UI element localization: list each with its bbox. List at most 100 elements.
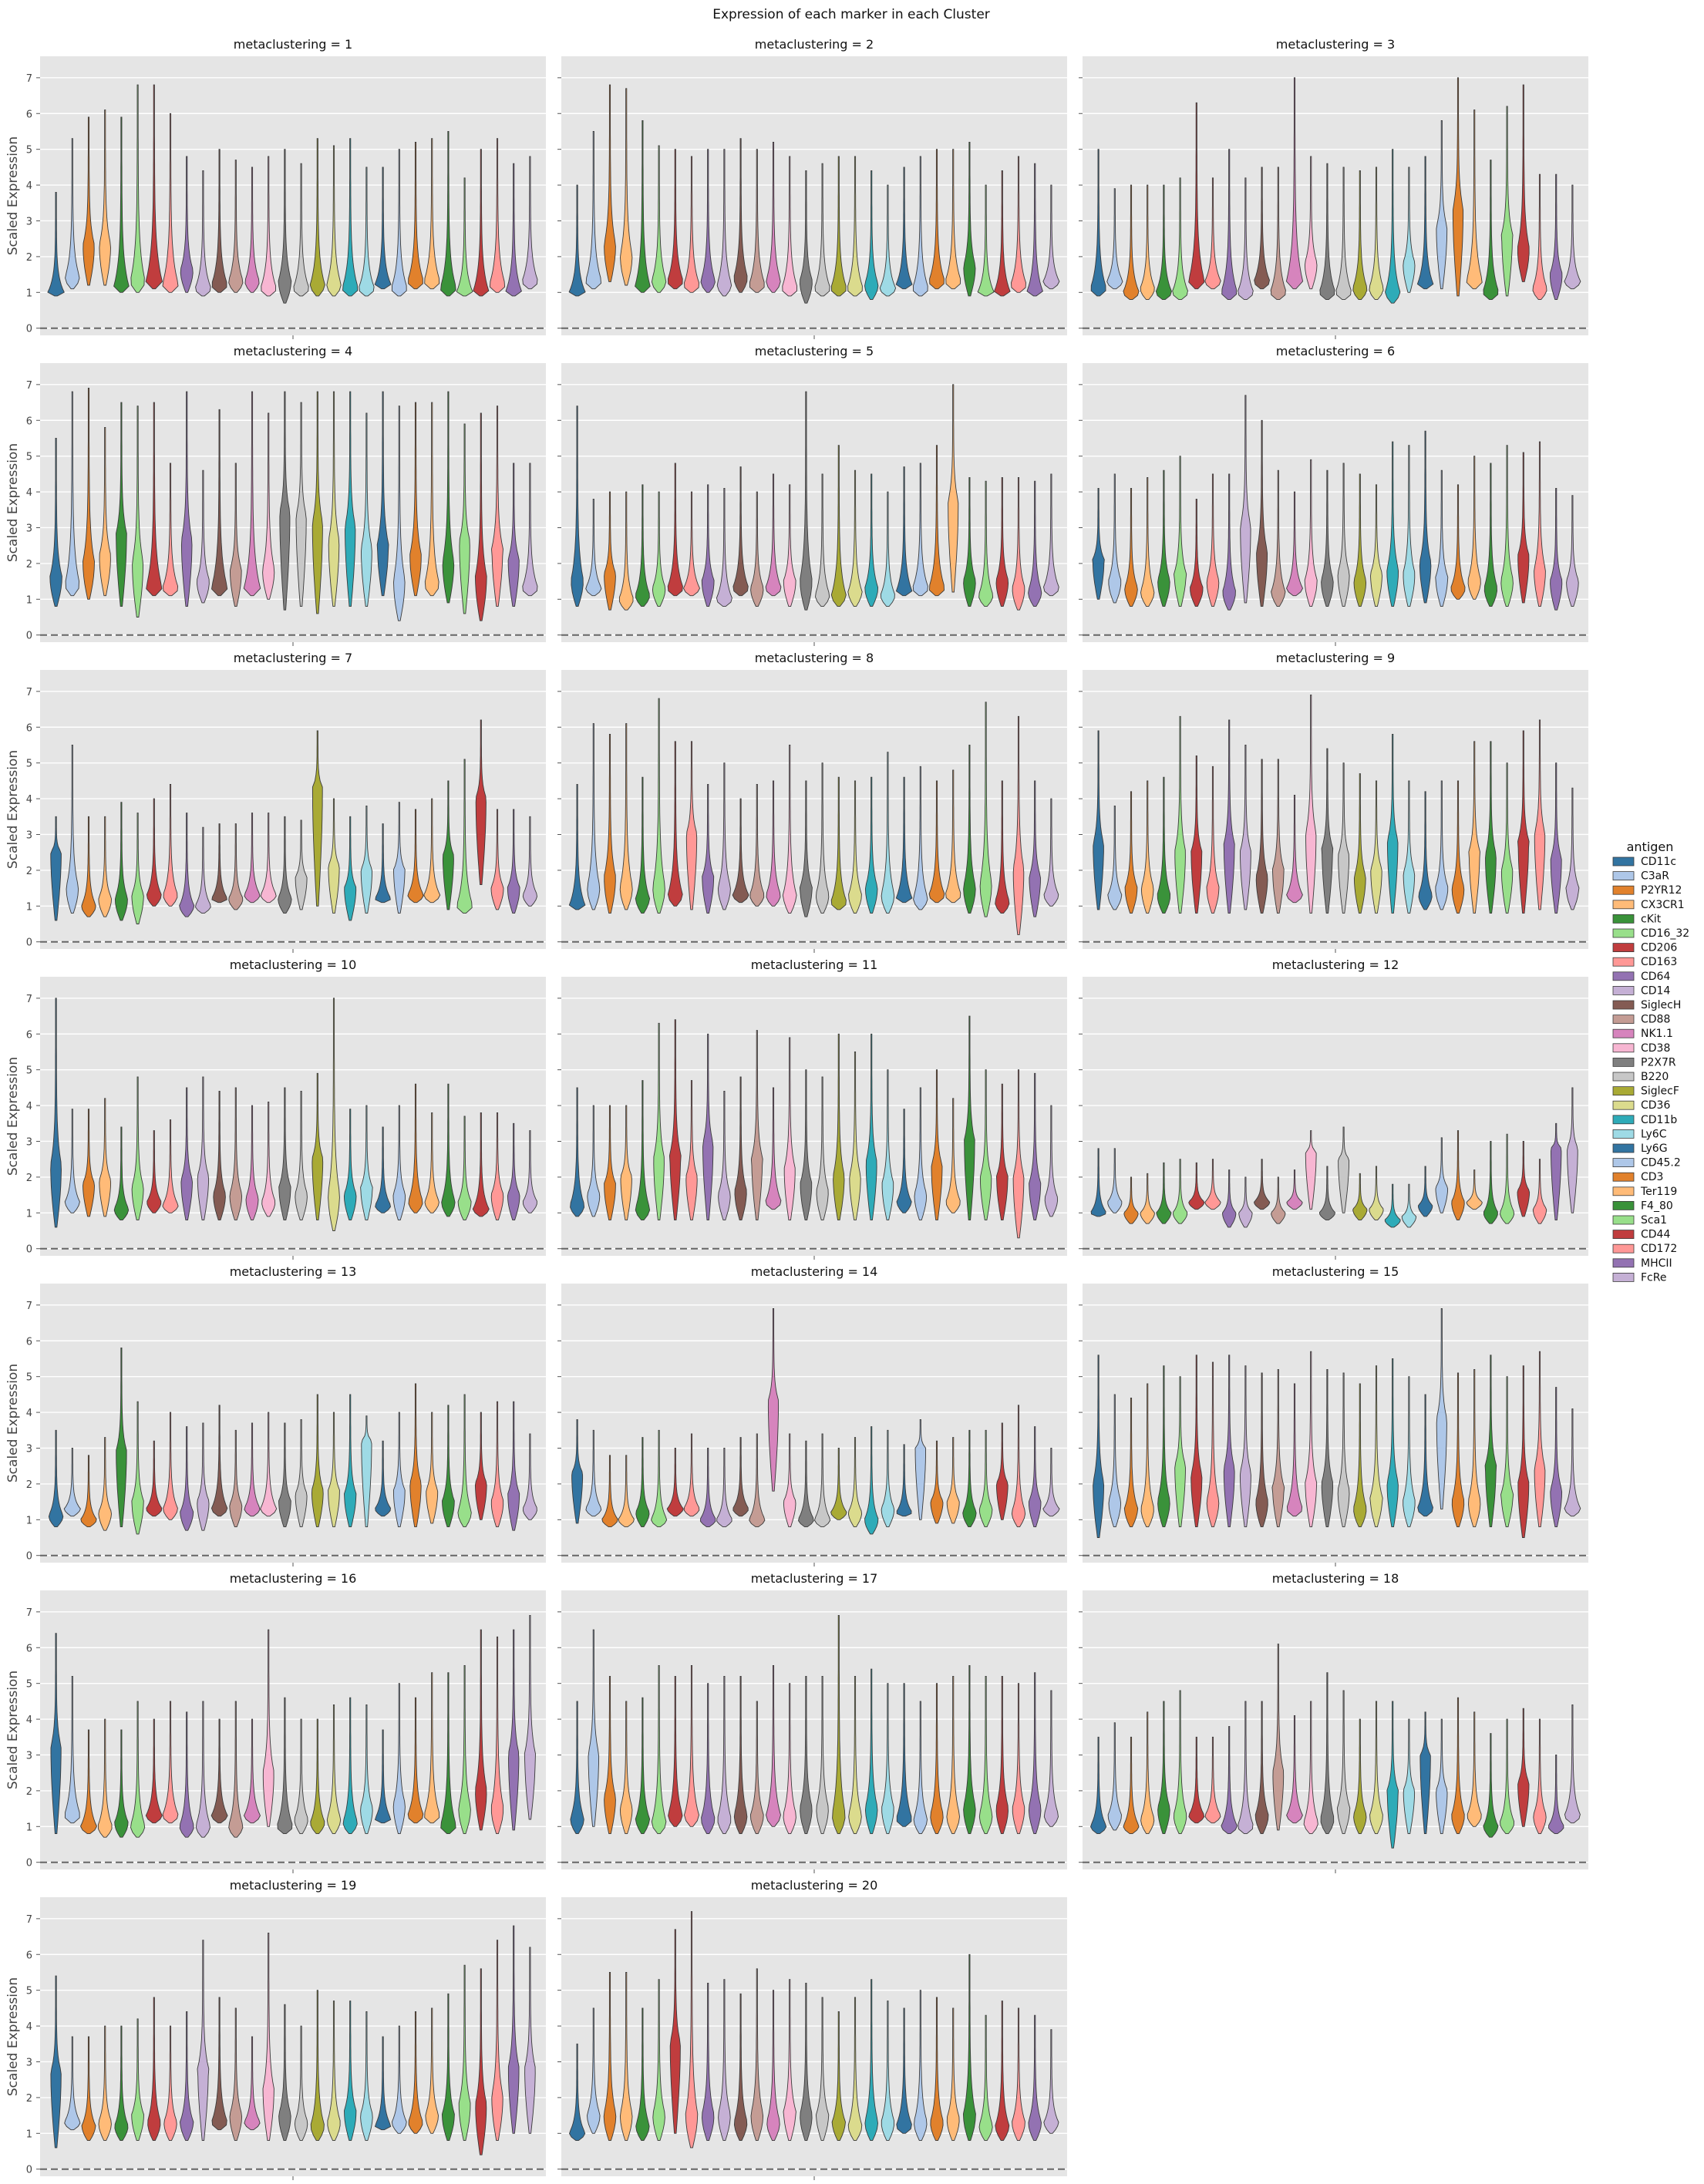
violin-cKit — [1156, 1162, 1172, 1224]
legend-label: CD11c — [1641, 856, 1676, 868]
legend-label: P2YR12 — [1641, 884, 1682, 897]
violin-CX3CR1 — [98, 1437, 112, 1531]
violin-SiglecF — [1353, 473, 1367, 607]
figure-suptitle: Expression of each marker in each Cluste… — [712, 7, 990, 22]
panel-20: metaclustering = 20 — [557, 1878, 1067, 2180]
violin-CD172 — [1012, 715, 1025, 935]
violin-Sca1 — [456, 177, 473, 297]
violin-Ly6C — [360, 805, 373, 914]
violin-Sca1 — [978, 1429, 993, 1528]
violin-CD3 — [1451, 1372, 1465, 1528]
legend-label: CD36 — [1641, 1099, 1670, 1112]
y-tick-label: 3 — [26, 2057, 32, 2068]
violin-CD3 — [408, 2011, 423, 2134]
y-tick-label: 5 — [26, 1986, 32, 1997]
violin-Ter119 — [1468, 1368, 1481, 1528]
y-tick-label: 7 — [26, 73, 32, 85]
violin-CD3 — [931, 1069, 943, 1221]
violin-CD11c — [50, 998, 62, 1228]
violin-CD45.2 — [1436, 1308, 1447, 1509]
violin-MHCII — [1028, 2014, 1042, 2142]
violin-Ly6C — [360, 1105, 373, 1221]
legend-entry-P2X7R: P2X7R — [1612, 1056, 1676, 1068]
legend-swatch — [1612, 986, 1635, 995]
legend-entry-B220: B220 — [1612, 1071, 1669, 1083]
y-tick-label: 1 — [26, 1515, 32, 1526]
violin-cKit — [635, 1697, 651, 1835]
violin-Sca1 — [1500, 106, 1514, 297]
legend-label: C3aR — [1641, 870, 1669, 883]
violin-CD11c — [50, 816, 62, 921]
legend-label: NK1.1 — [1641, 1028, 1673, 1040]
violin-CD64 — [180, 1426, 194, 1531]
violin-Ly6C — [361, 412, 372, 607]
violin-CX3CR1 — [99, 427, 111, 597]
violin-FcRe — [1565, 787, 1580, 910]
violin-B220 — [816, 1675, 829, 1835]
legend-swatch — [1612, 1086, 1635, 1095]
panel-title: metaclustering = 4 — [234, 344, 352, 358]
violin-CD44 — [475, 719, 487, 885]
violin-P2YR12 — [1123, 1176, 1139, 1224]
violin-P2X7R — [278, 1087, 291, 1221]
violin-CD64 — [702, 1982, 715, 2142]
violin-CD163 — [163, 784, 178, 907]
violin-C3aR — [65, 391, 79, 597]
y-tick-label: 2 — [26, 252, 32, 264]
violin-CX3CR1 — [1140, 780, 1154, 914]
legend-entry-CD38: CD38 — [1612, 1042, 1670, 1055]
violin-cKit — [635, 2007, 650, 2142]
panel-2: metaclustering = 2 — [557, 37, 1067, 339]
violin-MHCII — [507, 809, 520, 914]
violin-Sca1 — [979, 702, 992, 917]
violin-cKit — [635, 1080, 651, 1221]
violin-P2X7R — [1318, 1166, 1335, 1221]
violin-CD36 — [1369, 1166, 1384, 1221]
legend-swatch — [1612, 1129, 1635, 1139]
violin-P2YR12 — [1124, 487, 1138, 607]
violin-C3aR — [64, 2036, 81, 2131]
violin-SiglecH — [210, 1405, 228, 1517]
violin-CD11b — [1384, 1183, 1401, 1228]
violin-B220 — [1336, 1690, 1351, 1835]
violin-SiglecF — [311, 1394, 324, 1528]
violin-CX3CR1 — [618, 1455, 635, 1528]
y-tick-label: 4 — [26, 487, 32, 499]
violin-B220 — [295, 1091, 308, 1221]
violin-CD11b — [1386, 441, 1399, 607]
violin-CD11b — [342, 138, 359, 297]
legend-label: FcRe — [1641, 1271, 1666, 1284]
violin-B220 — [1338, 762, 1349, 914]
violin-Ter119 — [945, 149, 961, 290]
violin-Ter119 — [425, 2007, 439, 2134]
y-tick-label: 5 — [26, 1679, 32, 1691]
violin-CD38 — [783, 1433, 796, 1528]
panel-background — [1083, 1284, 1588, 1563]
violin-CD16_32 — [651, 145, 667, 293]
violin-FcRe — [1044, 1105, 1059, 1217]
legend-swatch — [1612, 1172, 1635, 1182]
violin-CD14 — [1239, 1365, 1251, 1528]
legend-label: cKit — [1641, 913, 1662, 925]
violin-Sca1 — [978, 480, 994, 607]
y-axis-label: Scaled Expression — [5, 1671, 21, 1789]
legend-entry-CD16_32: CD16_32 — [1612, 927, 1689, 940]
legend-swatch — [1612, 1186, 1635, 1196]
violin-Sca1 — [978, 1675, 993, 1835]
legend-swatch — [1612, 856, 1635, 867]
legend-entry-CD172: CD172 — [1612, 1243, 1677, 1255]
violin-C3aR — [64, 1109, 80, 1213]
violin-CD16_32 — [131, 2018, 144, 2142]
legend-label: MHCII — [1641, 1257, 1672, 1270]
violin-NK1.1 — [244, 813, 261, 904]
violin-P2YR12 — [604, 84, 616, 282]
panel-title: metaclustering = 17 — [751, 1571, 878, 1586]
panel-17: metaclustering = 17 — [557, 1571, 1067, 1873]
violin-CD163 — [162, 463, 179, 597]
violin-CD38 — [1305, 1130, 1317, 1210]
violin-cKit — [635, 1437, 650, 1528]
legend-entry-SiglecF: SiglecF — [1612, 1085, 1679, 1098]
y-tick-label: 2 — [26, 1173, 32, 1184]
panel-title: metaclustering = 12 — [1272, 957, 1399, 972]
legend-label: CD88 — [1641, 1014, 1670, 1026]
